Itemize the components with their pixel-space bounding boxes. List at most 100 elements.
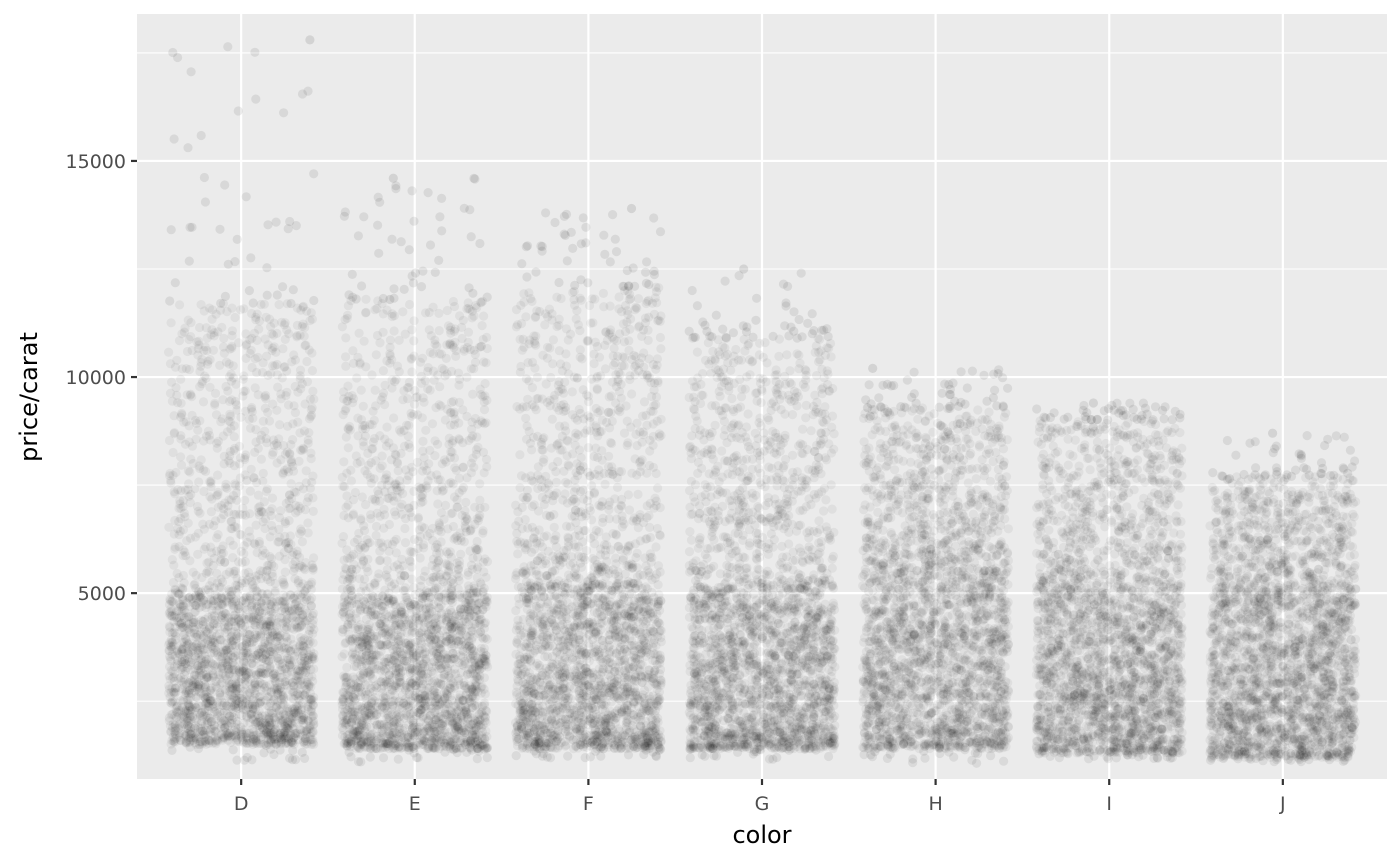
- data-point: [292, 320, 302, 330]
- data-point: [207, 314, 217, 324]
- data-point: [475, 715, 485, 725]
- data-point: [189, 625, 200, 635]
- data-point: [279, 108, 289, 118]
- data-point: [403, 431, 413, 441]
- data-point: [351, 451, 361, 461]
- data-point: [304, 414, 315, 424]
- data-point: [220, 722, 230, 733]
- data-point: [198, 631, 208, 641]
- data-point: [445, 679, 455, 690]
- data-point: [285, 713, 295, 723]
- data-point: [219, 733, 229, 743]
- data-point: [185, 702, 195, 712]
- data-point: [337, 652, 347, 662]
- data-point: [286, 737, 296, 747]
- data-point: [202, 673, 212, 683]
- data-point: [433, 499, 443, 509]
- data-point: [300, 753, 310, 764]
- data-point: [289, 712, 299, 722]
- data-point: [297, 537, 307, 547]
- data-point: [300, 690, 310, 700]
- data-point: [285, 655, 295, 665]
- data-point: [180, 439, 191, 449]
- data-point: [408, 621, 418, 632]
- data-point: [455, 690, 465, 700]
- data-point: [251, 735, 261, 746]
- data-point: [430, 634, 440, 644]
- data-point: [308, 652, 318, 662]
- data-point: [374, 569, 384, 579]
- data-point: [237, 642, 247, 652]
- data-point: [230, 479, 240, 489]
- data-point: [208, 644, 218, 654]
- data-point: [260, 711, 270, 721]
- data-point: [177, 606, 187, 616]
- data-point: [228, 640, 238, 650]
- data-point: [349, 661, 359, 672]
- data-point: [184, 677, 194, 688]
- data-point: [282, 680, 292, 691]
- data-point: [344, 685, 354, 695]
- data-point: [443, 625, 453, 635]
- data-point: [241, 192, 251, 202]
- data-point: [219, 504, 229, 514]
- data-point: [421, 308, 431, 318]
- data-point: [228, 636, 238, 646]
- data-point: [480, 689, 490, 699]
- data-point: [176, 713, 186, 723]
- data-point: [239, 371, 249, 381]
- data-point: [245, 718, 255, 728]
- data-point: [247, 602, 257, 612]
- data-point: [292, 702, 302, 712]
- data-point: [299, 649, 309, 659]
- data-point: [253, 390, 263, 400]
- data-point: [377, 725, 387, 735]
- data-point: [242, 605, 252, 615]
- data-point: [220, 642, 230, 652]
- data-point: [212, 639, 222, 649]
- data-point: [472, 432, 482, 442]
- data-point: [299, 634, 310, 644]
- data-point: [354, 528, 364, 538]
- data-point: [244, 286, 254, 296]
- data-point: [242, 637, 252, 647]
- data-point: [354, 328, 364, 338]
- data-point: [280, 596, 290, 607]
- data-point: [176, 374, 186, 384]
- data-point: [478, 526, 488, 536]
- data-point: [175, 300, 185, 310]
- data-point: [306, 698, 316, 708]
- data-point: [290, 620, 300, 630]
- data-point: [466, 526, 476, 536]
- data-point: [281, 723, 291, 733]
- data-point: [173, 724, 184, 734]
- data-point: [241, 673, 251, 683]
- data-point: [270, 669, 280, 679]
- data-point: [223, 42, 233, 52]
- data-point: [216, 670, 226, 680]
- data-point: [221, 701, 232, 711]
- data-point: [243, 700, 254, 710]
- data-point: [242, 728, 252, 739]
- data-point: [356, 587, 366, 597]
- data-point: [255, 606, 265, 616]
- data-point: [268, 361, 278, 371]
- data-point: [372, 508, 382, 518]
- data-point: [194, 739, 205, 750]
- data-point: [183, 648, 193, 658]
- data-point: [188, 712, 198, 722]
- data-point: [399, 622, 409, 632]
- data-point: [367, 370, 377, 380]
- data-point: [403, 696, 413, 706]
- data-point: [274, 551, 285, 561]
- data-point: [423, 366, 433, 376]
- data-point: [434, 308, 444, 318]
- data-point: [168, 666, 178, 677]
- data-point: [358, 556, 369, 567]
- data-point: [418, 466, 428, 476]
- data-point: [246, 253, 256, 263]
- data-point: [186, 67, 196, 77]
- data-point: [470, 502, 480, 512]
- data-point: [260, 669, 270, 679]
